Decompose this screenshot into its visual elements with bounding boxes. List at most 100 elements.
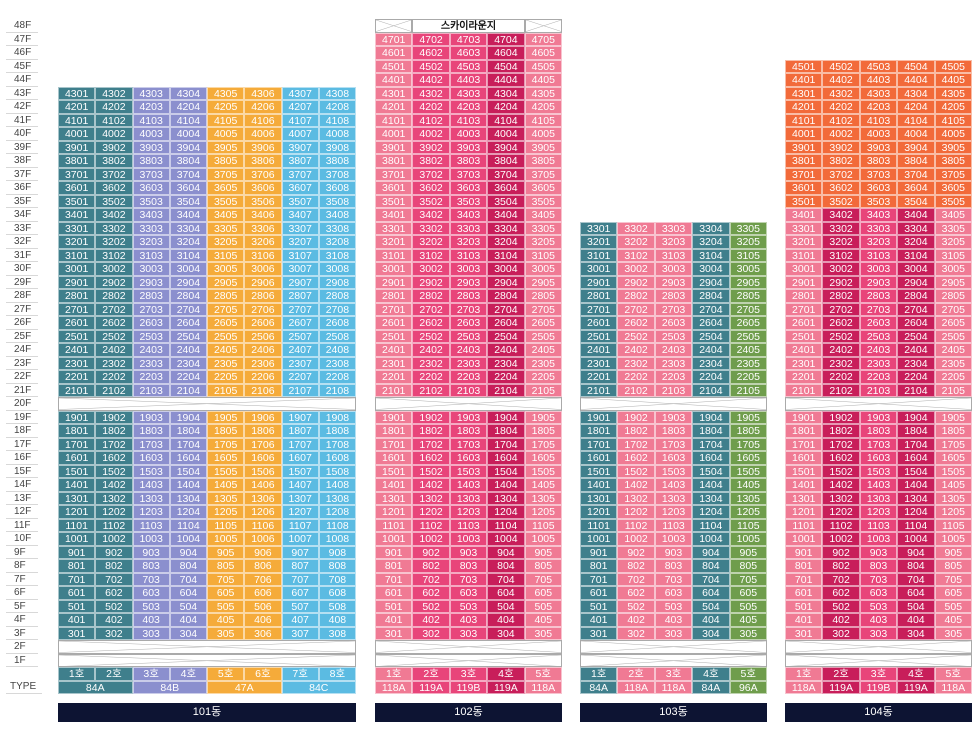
floor-label: 34F xyxy=(6,208,38,222)
unit-type-label: 118A xyxy=(375,680,413,694)
unit-cell: 2204 xyxy=(692,370,730,384)
unit-cell: 2904 xyxy=(487,275,525,289)
unit-cell: 602 xyxy=(95,586,133,600)
unit-cell: 3905 xyxy=(524,140,562,154)
unit-cell: 2602 xyxy=(95,316,133,330)
unit-cell: 2703 xyxy=(859,302,898,316)
unit-cell: 3602 xyxy=(95,181,133,195)
unit-cell: 3806 xyxy=(244,154,282,168)
unit-cell: 2903 xyxy=(859,275,898,289)
unit-cell: 1804 xyxy=(692,424,730,438)
unit-cell: 1301 xyxy=(375,491,413,505)
unit-cell: 402 xyxy=(617,613,655,627)
unit-cell: 2804 xyxy=(169,289,207,303)
unit-cell: 1804 xyxy=(487,424,525,438)
unit-cell: 1602 xyxy=(822,451,860,465)
unit-cell: 1802 xyxy=(617,424,655,438)
unit-cell: 4401 xyxy=(375,73,413,87)
unit-cell: 3706 xyxy=(244,167,282,181)
unit-cell: 1803 xyxy=(654,424,693,438)
unit-cell: 3901 xyxy=(785,140,823,154)
unit-cell: 2903 xyxy=(449,275,488,289)
unit-cell: 803 xyxy=(132,559,170,573)
unit-cell: 603 xyxy=(654,586,693,600)
unit-cell: 2807 xyxy=(281,289,319,303)
unit-cell: 3002 xyxy=(412,262,450,276)
unit-cell: 708 xyxy=(318,572,356,586)
unit-cell: 3601 xyxy=(785,181,823,195)
unit-cell: 3103 xyxy=(132,248,170,262)
unit-cell: 501 xyxy=(580,599,618,613)
unit-cell: 3603 xyxy=(132,181,170,195)
unit-cell: 1403 xyxy=(654,478,693,492)
unit-cell: 2802 xyxy=(412,289,450,303)
unit-cell: 1204 xyxy=(169,505,207,519)
unit-cell: 904 xyxy=(487,545,525,559)
unit-cell: 1401 xyxy=(580,478,618,492)
unit-cell: 2501 xyxy=(58,329,96,343)
unit-cell: 3906 xyxy=(244,140,282,154)
unit-cell: 4301 xyxy=(785,86,823,100)
unit-cell: 1502 xyxy=(412,464,450,478)
floor-label: 31F xyxy=(6,249,38,262)
unit-cell: 3902 xyxy=(412,140,450,154)
unit-cell: 1602 xyxy=(95,451,133,465)
unit-cell: 502 xyxy=(412,599,450,613)
floor-label: 6F xyxy=(6,586,38,600)
unit-cell: 2301 xyxy=(375,356,413,370)
unit-cell: 4202 xyxy=(822,100,860,114)
unit-cell: 501 xyxy=(375,599,413,613)
unit-cell: 4101 xyxy=(58,113,96,127)
empty-cell xyxy=(785,640,972,654)
unit-cell: 3407 xyxy=(281,208,319,222)
unit-cell: 1703 xyxy=(449,437,488,451)
unit-cell: 1005 xyxy=(524,532,562,546)
unit-cell: 405 xyxy=(934,613,972,627)
unit-cell: 302 xyxy=(412,626,450,640)
unit-cell: 3401 xyxy=(375,208,413,222)
unit-cell: 2503 xyxy=(132,329,170,343)
unit-cell: 4005 xyxy=(524,127,562,141)
unit-cell: 1705 xyxy=(207,437,245,451)
unit-cell: 4103 xyxy=(859,113,898,127)
unit-cell: 3804 xyxy=(897,154,935,168)
unit-cell: 1501 xyxy=(58,464,96,478)
unit-cell: 2302 xyxy=(617,356,655,370)
empty-cell xyxy=(375,19,413,33)
unit-cell: 1503 xyxy=(449,464,488,478)
unit-cell: 1102 xyxy=(822,518,860,532)
unit-cell: 405 xyxy=(524,613,562,627)
unit-cell: 502 xyxy=(822,599,860,613)
unit-cell: 1704 xyxy=(487,437,525,451)
unit-cell: 1704 xyxy=(692,437,730,451)
unit-cell: 1208 xyxy=(318,505,356,519)
unit-cell: 3903 xyxy=(449,140,488,154)
unit-cell: 1301 xyxy=(580,491,618,505)
unit-cell: 2607 xyxy=(281,316,319,330)
unit-cell: 905 xyxy=(207,545,245,559)
unit-cell: 4104 xyxy=(487,113,525,127)
unit-cell: 4002 xyxy=(95,127,133,141)
unit-cell: 4405 xyxy=(934,73,972,87)
unit-cell: 1102 xyxy=(95,518,133,532)
unit-cell: 2906 xyxy=(244,275,282,289)
floor-label: 3F xyxy=(6,627,38,640)
unit-cell: 506 xyxy=(244,599,282,613)
unit-cell: 2503 xyxy=(449,329,488,343)
unit-cell: 2303 xyxy=(132,356,170,370)
floor-label: 11F xyxy=(6,519,38,532)
unit-cell: 2505 xyxy=(207,329,245,343)
unit-cell: 4001 xyxy=(375,127,413,141)
unit-cell: 3905 xyxy=(207,140,245,154)
floor-label: 17F xyxy=(6,438,38,451)
unit-cell: 4201 xyxy=(58,100,96,114)
unit-cell: 1503 xyxy=(859,464,898,478)
unit-cell: 1506 xyxy=(244,464,282,478)
unit-cell: 4404 xyxy=(897,73,935,87)
unit-cell: 501 xyxy=(785,599,823,613)
unit-cell: 3602 xyxy=(412,181,450,195)
unit-cell: 2605 xyxy=(934,316,972,330)
unit-cell: 2504 xyxy=(487,329,525,343)
unit-cell: 2601 xyxy=(375,316,413,330)
unit-cell: 2107 xyxy=(281,383,319,397)
